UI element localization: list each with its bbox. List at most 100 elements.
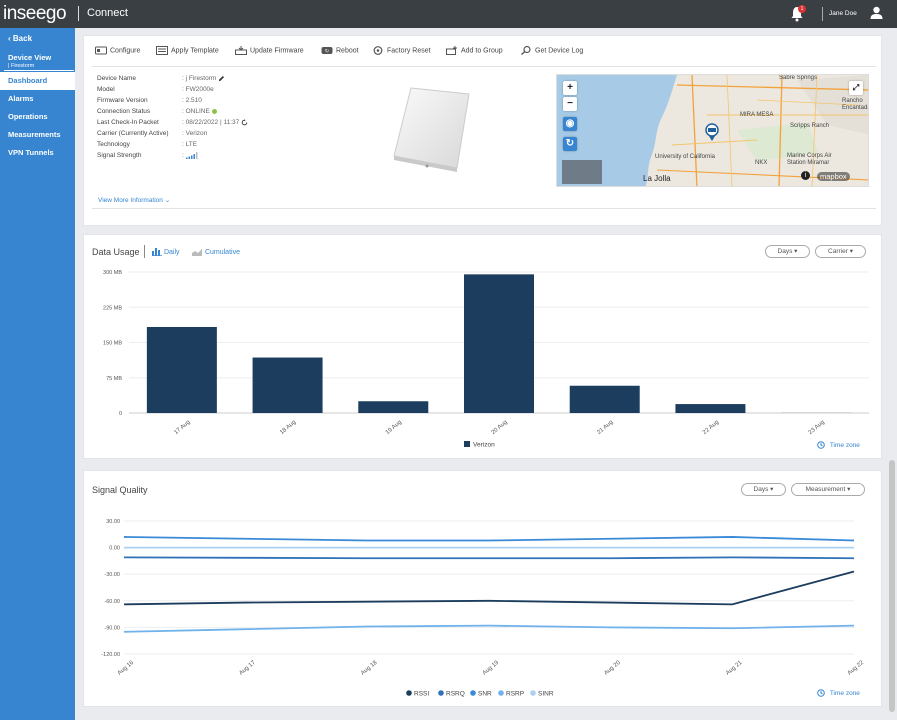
- firmware-value: : 2.510: [182, 97, 202, 104]
- factory-reset-button[interactable]: Factory Reset: [372, 46, 431, 55]
- update-firmware-label: Update Firmware: [250, 47, 304, 55]
- page-scrollbar[interactable]: [889, 460, 895, 712]
- chevron-left-icon: ‹: [8, 34, 13, 43]
- signal-bars-icon: [185, 152, 198, 159]
- map-label-mira-mesa: MIRA MESA: [740, 112, 774, 118]
- legend-dot-rssi: [406, 690, 412, 696]
- apply-template-label: Apply Template: [171, 47, 219, 55]
- x-tick-label: Aug 21: [725, 659, 744, 676]
- sq-days-dropdown[interactable]: Days ▾: [741, 483, 786, 496]
- x-tick-label: 17 Aug: [173, 419, 191, 436]
- factory-reset-icon: [373, 46, 383, 55]
- info-icon[interactable]: i: [801, 171, 810, 180]
- clock-icon: [817, 441, 825, 449]
- time-zone-link[interactable]: Time zone: [817, 441, 860, 449]
- legend-dot-rsrp: [498, 690, 504, 696]
- top-bar: inseego Connect 1 Jane Doe: [0, 0, 897, 28]
- edit-pencil-icon[interactable]: [218, 75, 225, 82]
- connection-status-label: Connection Status: [97, 108, 151, 115]
- update-firmware-button[interactable]: Update Firmware: [235, 46, 304, 55]
- x-tick-label: 22 Aug: [702, 419, 720, 436]
- add-to-group-button[interactable]: Add to Group: [446, 46, 503, 55]
- mapbox-logo[interactable]: mapbox: [817, 172, 850, 181]
- get-device-log-label: Get Device Log: [535, 47, 584, 55]
- x-tick-label: Aug 18: [360, 659, 379, 676]
- signal-quality-card: Signal Quality Days ▾ Measurement ▾ 30.0…: [83, 470, 882, 707]
- sidebar-item-operations[interactable]: Operations: [8, 112, 48, 121]
- map-label-rancho: Rancho Encantada: [842, 98, 869, 111]
- firmware-label: Firmware Version: [97, 97, 148, 104]
- legend-label-verizon: Verizon: [473, 442, 495, 449]
- bar-23-aug: [781, 412, 852, 413]
- bar-22-aug: [675, 404, 746, 413]
- legend-dot-sinr: [530, 690, 536, 696]
- zoom-out-button[interactable]: −: [563, 97, 577, 111]
- x-tick-label: Aug 17: [238, 659, 257, 676]
- eye-icon[interactable]: ◉: [563, 117, 577, 131]
- technology-value: : LTE: [182, 141, 198, 148]
- fullscreen-icon[interactable]: ⤢: [849, 81, 863, 95]
- map-label-ucsd: University of California: [655, 154, 716, 160]
- model-value: : FW2000e: [182, 86, 214, 93]
- inseego-logo[interactable]: inseego: [3, 3, 67, 24]
- user-icon[interactable]: [870, 6, 883, 20]
- y-tick-label: -90.00: [104, 625, 120, 631]
- firmware-icon: [235, 46, 247, 55]
- measurement-dropdown[interactable]: Measurement ▾: [791, 483, 865, 496]
- reboot-label: Reboot: [336, 47, 359, 55]
- refresh-map-icon[interactable]: ↻: [563, 137, 577, 151]
- sidebar: ‹ Back Device View | Firestorm Dashboard…: [0, 28, 75, 720]
- map-canvas: [557, 75, 868, 186]
- data-usage-card: Data Usage Daily Cumulative Days ▾ Carri…: [83, 234, 882, 459]
- y-tick-label: 30.00: [106, 519, 120, 525]
- sidebar-item-dashboard[interactable]: Dashboard: [0, 72, 75, 90]
- bar-18-aug: [252, 357, 323, 413]
- y-tick-label: 0: [119, 411, 122, 417]
- series-line-snr: [123, 536, 855, 542]
- x-tick-label: Aug 16: [117, 659, 136, 676]
- legend-swatch-verizon: [464, 441, 470, 447]
- sidebar-item-alarms[interactable]: Alarms: [8, 94, 34, 103]
- bar-17-aug: [146, 326, 217, 413]
- x-tick-label: 18 Aug: [279, 419, 297, 436]
- back-link[interactable]: ‹ Back: [8, 34, 32, 43]
- signal-quality-title: Signal Quality: [92, 485, 148, 495]
- carrier-value: : Verizon: [182, 130, 208, 137]
- tab-cumulative[interactable]: Cumulative: [192, 248, 240, 256]
- user-name[interactable]: Jane Doe: [829, 10, 857, 17]
- legend-label-rssi: RSSI: [414, 691, 429, 698]
- sidebar-item-measurements[interactable]: Measurements: [8, 130, 61, 139]
- search-log-icon: [521, 46, 531, 55]
- y-tick-label: 225 MB: [103, 305, 122, 311]
- device-image: [393, 87, 470, 172]
- clock-icon: [817, 689, 825, 697]
- last-checkin-value: : 08/22/2022 | 11:37: [182, 119, 248, 126]
- carrier-dropdown[interactable]: Carrier ▾: [815, 245, 866, 258]
- device-location-map[interactable]: + − ◉ ↻ ⤢ Sabre Springs Rancho Encantada…: [556, 74, 869, 187]
- apply-template-button[interactable]: Apply Template: [156, 46, 219, 55]
- y-tick-label: 150 MB: [103, 341, 122, 347]
- tab-daily[interactable]: Daily: [152, 248, 180, 257]
- y-tick-label: -120.00: [101, 652, 120, 658]
- view-more-info-link[interactable]: View More Information ⌄: [98, 197, 171, 204]
- bar-19-aug: [358, 401, 429, 413]
- x-tick-label: Aug 19: [482, 659, 501, 676]
- svg-text:↻: ↻: [325, 49, 329, 55]
- sidebar-item-vpn-tunnels[interactable]: VPN Tunnels: [8, 148, 54, 157]
- refresh-icon[interactable]: [241, 119, 248, 126]
- get-device-log-button[interactable]: Get Device Log: [520, 46, 583, 55]
- bar-21-aug: [569, 385, 640, 413]
- days-dropdown[interactable]: Days ▾: [765, 245, 810, 258]
- app-name: Connect: [87, 7, 128, 19]
- bar-20-aug: [464, 274, 534, 413]
- zoom-in-button[interactable]: +: [563, 81, 577, 95]
- online-dot-icon: [211, 108, 217, 114]
- reboot-button[interactable]: ↻ Reboot: [321, 46, 359, 55]
- last-checkin-label: Last Check-In Packet: [97, 119, 159, 126]
- y-tick-label: 0.00: [109, 546, 120, 552]
- x-tick-label: 19 Aug: [385, 419, 403, 436]
- sq-time-zone-link[interactable]: Time zone: [817, 689, 860, 697]
- configure-label: Configure: [110, 47, 141, 55]
- configure-button[interactable]: Configure: [95, 46, 140, 55]
